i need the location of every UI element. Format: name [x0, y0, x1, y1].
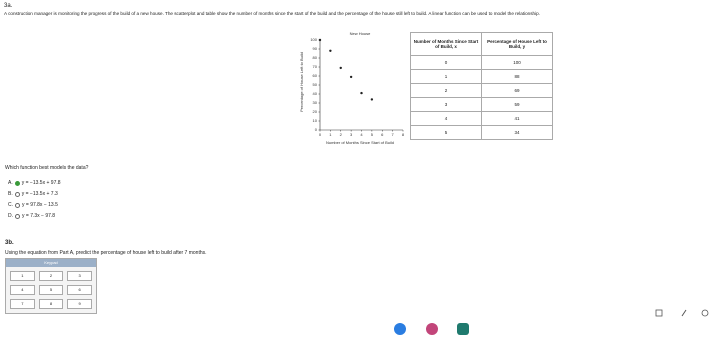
y-tick-label: 20 — [313, 109, 318, 114]
key[interactable]: 3 — [67, 271, 92, 281]
y-tick-label: 90 — [313, 46, 318, 51]
y-axis-label: Percentage of House Left to Build — [299, 52, 304, 112]
key[interactable]: 8 — [38, 299, 64, 309]
plot-title: New House — [350, 31, 371, 36]
equation: y = −13.5x + 7.3 — [21, 191, 58, 197]
radio[interactable] — [15, 202, 20, 208]
y-tick-label: 30 — [313, 100, 318, 105]
equation: y = 97.8x − 13.5 — [22, 202, 58, 208]
taskbar — [394, 309, 709, 335]
radio[interactable] — [14, 191, 20, 197]
equation: y = 7.3x − 97.8 — [22, 213, 56, 219]
table-row: 2 69 — [410, 83, 553, 98]
tool-icon[interactable] — [701, 309, 709, 317]
option-letter: A. — [8, 180, 13, 186]
x-tick-label: 0 — [319, 132, 322, 137]
key[interactable]: 2 — [38, 271, 64, 281]
table-cell: 0 — [410, 55, 482, 70]
table-header: Percentage of House Left to Build, y — [481, 32, 553, 56]
y-tick-label: 60 — [313, 73, 318, 78]
point — [360, 91, 363, 95]
table-cell: 59 — [481, 97, 553, 112]
question: Which function best models the data? — [5, 165, 89, 171]
option-letter: B. — [8, 191, 13, 197]
x-tick-label: 4 — [360, 132, 363, 137]
table-cell: 41 — [481, 111, 553, 126]
key[interactable]: 7 — [10, 299, 35, 309]
point — [339, 66, 342, 70]
x-tick-label: 3 — [350, 132, 353, 137]
x-tick-label: 1 — [329, 132, 332, 137]
key[interactable]: 1 — [10, 271, 35, 281]
table-row: 0 100 — [410, 55, 553, 70]
prompt: Using the equation from Part A, predict … — [5, 250, 207, 256]
tool-icon[interactable] — [681, 309, 687, 317]
prompt: A construction manager is monitoring the… — [4, 11, 540, 16]
x-tick-label: 8 — [402, 132, 405, 137]
answer-option[interactable]: A. y = −13.5x + 97.8 — [8, 180, 61, 186]
table-row: 1 88 — [410, 69, 553, 84]
point — [370, 98, 374, 101]
keypad-title: Keypad — [6, 259, 96, 267]
y-tick-label: 10 — [313, 118, 318, 123]
answer-option[interactable]: D. y = 7.3x − 97.8 — [8, 213, 55, 219]
table-wrap: Number of Months Since Start of Build, x… — [410, 32, 553, 140]
point — [349, 75, 353, 79]
app-icon — [457, 323, 469, 335]
table-cell: 100 — [481, 55, 553, 70]
table-row: 3 59 — [410, 97, 553, 112]
radio[interactable] — [14, 180, 20, 186]
table-row: 4 41 — [410, 111, 553, 126]
key[interactable]: 6 — [67, 285, 92, 295]
x-tick-label: 7 — [392, 132, 395, 137]
table-cell: 3 — [410, 97, 482, 112]
y-tick-label: 50 — [313, 82, 318, 87]
answer-option[interactable]: C. y = 97.8x − 13.5 — [8, 202, 58, 208]
answer-option[interactable]: B. y = −13.5x + 7.3 — [8, 191, 58, 197]
table-cell: 4 — [410, 111, 482, 126]
y-tick-label: 80 — [313, 55, 318, 60]
part-label: 3a. — [4, 3, 13, 9]
table-cell: 88 — [481, 69, 553, 84]
table-cell: 34 — [481, 125, 553, 140]
y-tick-label: 40 — [313, 91, 318, 96]
y-tick-label: 100 — [310, 37, 317, 42]
table-cell: 69 — [481, 83, 553, 98]
table-row: 5 34 — [410, 125, 553, 140]
option-letter: C. — [8, 202, 13, 208]
x-tick-label: 5 — [371, 132, 374, 137]
x-tick-label: 6 — [381, 132, 384, 137]
key[interactable]: 5 — [38, 285, 64, 295]
scatterplot: New House Number of Months Since Start o… — [299, 31, 405, 145]
app-icon — [394, 323, 406, 335]
part-label: 3b. — [5, 240, 14, 246]
equation: y = −13.5x + 97.8 — [21, 180, 61, 186]
table-cell: 2 — [410, 83, 482, 98]
y-tick-label: 0 — [315, 127, 318, 132]
key[interactable]: 4 — [10, 285, 35, 295]
option-letter: D. — [8, 213, 13, 219]
table-header: Number of Months Since Start of Build, x — [410, 32, 482, 56]
table-cell: 5 — [410, 125, 482, 140]
tool-icon[interactable] — [655, 309, 663, 317]
x-axis-label: Number of Months Since Start of Build — [326, 140, 394, 145]
keypad: Keypad 1 2 3 4 5 6 7 8 9 — [5, 258, 97, 314]
key[interactable]: 9 — [67, 299, 92, 309]
point — [318, 38, 322, 42]
x-tick-label: 2 — [340, 132, 343, 137]
radio[interactable] — [15, 213, 20, 219]
data-table: Number of Months Since Start of Build, x… — [410, 32, 553, 140]
point — [329, 49, 332, 52]
table-cell: 1 — [410, 69, 482, 84]
app-icon — [426, 323, 438, 335]
y-tick-label: 70 — [313, 64, 318, 69]
